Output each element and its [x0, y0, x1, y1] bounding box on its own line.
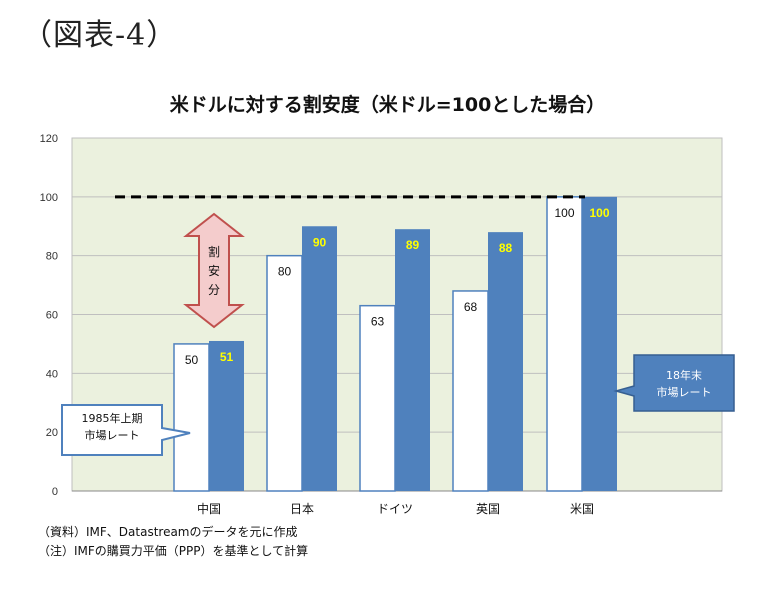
bar-blue-0: [209, 340, 244, 491]
bar-2: [359, 304, 396, 492]
data-label: 50: [185, 353, 199, 367]
callout-2018: [613, 354, 735, 412]
figure-label: （図表-4）: [22, 18, 178, 53]
source-note: （資料）IMF、Datastreamのデータを元に作成: [38, 525, 298, 539]
bar-blue-3: [488, 232, 523, 491]
arrow-label-char: 安: [208, 263, 220, 278]
x-tick-label: ドイツ: [377, 502, 413, 516]
y-tick-label: 40: [46, 368, 58, 380]
data-label: 63: [371, 315, 385, 329]
bar-blue-2: [395, 229, 430, 492]
data-label: 68: [464, 300, 478, 314]
y-tick-label: 0: [52, 486, 58, 498]
bar-1: [266, 254, 303, 492]
y-tick-label: 100: [40, 192, 58, 204]
y-tick-label: 120: [40, 133, 58, 145]
chart-title: 米ドルに対する割安度（米ドル=100とした場合）: [169, 94, 606, 116]
data-label: 51: [220, 350, 234, 364]
callout-1985-text: 市場レート: [85, 428, 140, 442]
y-tick-label: 80: [46, 251, 58, 263]
callout-1985: [61, 404, 191, 456]
arrow-label-char: 分: [208, 283, 220, 297]
data-label: 90: [313, 235, 327, 249]
x-tick-label: 米国: [570, 502, 594, 516]
double-arrow-icon: [183, 212, 245, 329]
data-label: 80: [278, 265, 292, 279]
data-label: 100: [589, 206, 609, 220]
y-tick-label: 20: [46, 427, 58, 439]
x-tick-label: 日本: [290, 502, 314, 516]
method-note: （注）IMFの購買力平価（PPP）を基準として計算: [38, 544, 309, 558]
callout-1985-text: 1985年上期: [82, 411, 143, 425]
data-label: 100: [554, 206, 574, 220]
bar-3: [452, 290, 489, 492]
bar-blue-1: [302, 226, 337, 491]
callout-2018-text: 市場レート: [657, 385, 712, 399]
data-label: 88: [499, 241, 513, 255]
bar-0: [173, 343, 210, 492]
callout-2018-text: 18年末: [666, 368, 702, 382]
data-label: 89: [406, 238, 420, 252]
bar-blue-4: [582, 196, 617, 492]
bar-4: [546, 196, 583, 492]
arrow-label-char: 割: [208, 244, 220, 259]
y-tick-label: 60: [46, 310, 58, 322]
x-tick-label: 英国: [476, 502, 500, 516]
x-tick-label: 中国: [197, 501, 221, 516]
